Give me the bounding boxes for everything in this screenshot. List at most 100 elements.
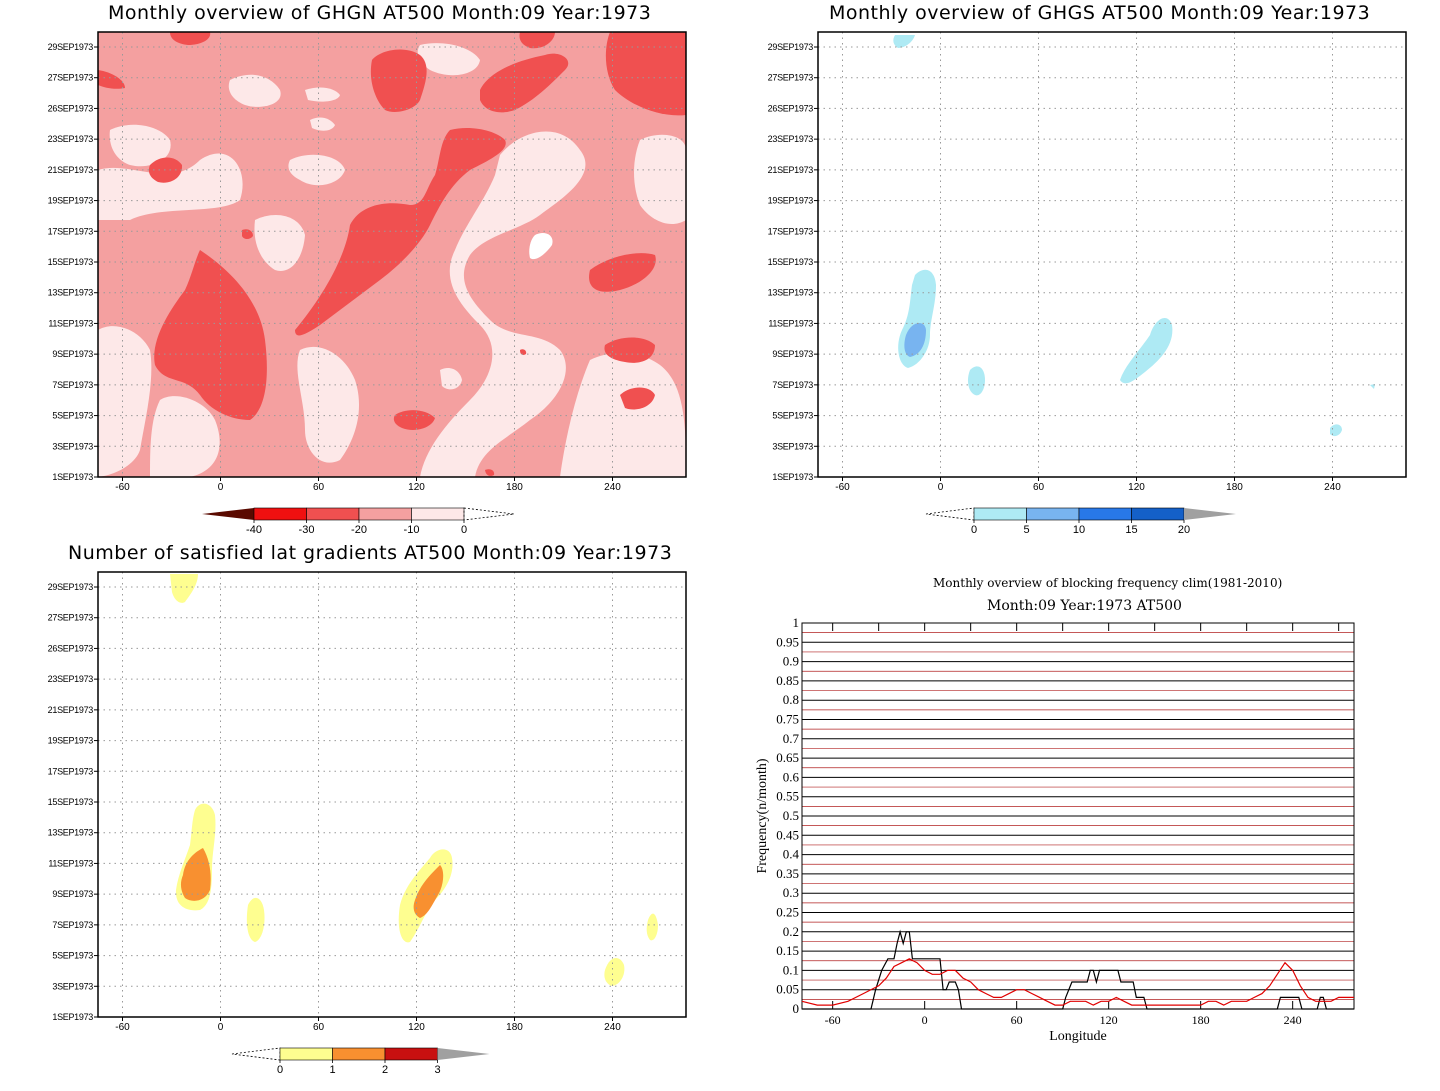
ghgn-light-regions	[98, 43, 686, 477]
colorbar-right-arrow	[1184, 508, 1236, 520]
frequency-x-tick-label: 60	[1011, 1013, 1023, 1027]
frequency-y-tick-label: 0.35	[776, 866, 799, 881]
y-tick-label: 15SEP1973	[48, 797, 94, 807]
y-tick-label: 17SEP1973	[48, 226, 94, 236]
y-tick-label: 29SEP1973	[48, 582, 94, 592]
colorbar-segment	[306, 507, 360, 521]
colorbar-label: 0	[971, 524, 977, 536]
frequency-y-tick-label: 0.15	[776, 943, 799, 958]
y-tick-label: 11SEP1973	[768, 318, 813, 328]
y-tick-label: 29SEP1973	[768, 42, 814, 52]
colorbar-segment	[279, 1047, 333, 1061]
colorbar-label: -30	[299, 524, 315, 536]
colorbar-segment	[1078, 507, 1132, 521]
frequency-y-tick-label: 0.6	[783, 769, 800, 784]
colorbar-label: 1	[329, 1064, 335, 1076]
ghgs-blobs	[893, 35, 1375, 437]
frequency-y-axis-label: Frequency(n/month)	[755, 758, 770, 873]
y-tick-label: 1SEP1973	[52, 1012, 93, 1022]
y-tick-label: 23SEP1973	[48, 134, 94, 144]
x-tick-label: 120	[408, 482, 425, 493]
ghgs-background-field	[818, 32, 1406, 477]
y-tick-label: 13SEP1973	[48, 288, 94, 298]
frequency-y-tick-label: 0.4	[783, 847, 800, 862]
x-tick-label: 0	[218, 482, 224, 493]
y-tick-label: 11SEP1973	[48, 318, 93, 328]
frequency-y-tick-label: 0	[793, 1001, 800, 1016]
colorbar-label: 0	[461, 524, 467, 536]
x-tick-label: 180	[506, 1022, 523, 1033]
frequency-x-axis-label: Longitude	[1049, 1029, 1107, 1044]
frequency-y-tick-label: 0.1	[783, 962, 799, 977]
x-tick-label: 120	[408, 1022, 425, 1033]
ghgs-plot-frame	[817, 31, 1407, 478]
x-tick-label: 120	[1128, 482, 1145, 493]
frequency-y-tick-label: 0.5	[783, 808, 799, 823]
frequency-x-tick-label: 0	[922, 1013, 928, 1027]
colorbar-label: 5	[1023, 524, 1029, 536]
colorbar-label: -10	[404, 524, 420, 536]
y-tick-label: 21SEP1973	[48, 165, 94, 175]
frequency-x-tick-label: -60	[825, 1013, 841, 1027]
y-tick-label: 17SEP1973	[48, 766, 94, 776]
y-tick-label: 9SEP1973	[52, 889, 93, 899]
x-tick-label: 0	[218, 1022, 224, 1033]
lat-gradients-background-field	[98, 572, 686, 1017]
frequency-climatology-line	[801, 958, 1354, 1006]
ghgn-dark-regions	[98, 32, 686, 476]
y-tick-label: 7SEP1973	[52, 920, 93, 930]
colorbar-segment	[384, 1047, 438, 1061]
x-tick-label: -60	[115, 1022, 130, 1033]
y-tick-label: 3SEP1973	[52, 981, 93, 991]
frequency-title: Monthly overview of blocking frequency c…	[933, 576, 1283, 590]
y-tick-label: 27SEP1973	[48, 613, 94, 623]
colorbar-right-arrow	[463, 507, 515, 521]
y-tick-label: 5SEP1973	[52, 411, 93, 421]
y-tick-label: 7SEP1973	[52, 380, 93, 390]
x-tick-label: 180	[1226, 482, 1243, 493]
frequency-y-tick-label: 0.75	[776, 712, 799, 727]
colorbar-right-arrow	[437, 1048, 490, 1060]
y-tick-label: 13SEP1973	[48, 828, 94, 838]
colorbar-segment	[1131, 507, 1185, 521]
colorbar-label: 20	[1178, 524, 1190, 536]
y-tick-label: 7SEP1973	[772, 380, 813, 390]
x-tick-label: 180	[506, 482, 523, 493]
x-tick-label: 60	[1033, 482, 1045, 493]
y-tick-label: 9SEP1973	[772, 349, 813, 359]
frequency-x-tick-label: 120	[1100, 1013, 1118, 1027]
lat-gradients-plot-frame	[97, 571, 687, 1018]
frequency-plot-frame	[801, 622, 1355, 1010]
lat-gradients-panel: -60 0 60 120 180 24029SEP197327SEP197326SEP19…	[48, 571, 687, 1076]
colorbar-segment	[332, 1047, 386, 1061]
frequency-subtitle: Month:09 Year:1973 AT500	[987, 598, 1182, 614]
y-tick-label: 19SEP1973	[48, 736, 94, 746]
y-tick-label: 19SEP1973	[48, 196, 94, 206]
colorbar-left-arrow	[202, 508, 254, 520]
frequency-y-tick-label: 0.7	[783, 731, 800, 746]
colorbar-label: 0	[277, 1064, 283, 1076]
y-tick-label: 23SEP1973	[768, 134, 814, 144]
colorbar-segment	[1026, 507, 1080, 521]
ghgs-title: Monthly overview of GHGS AT500 Month:09 …	[829, 2, 1371, 24]
frequency-x-tick-label: 180	[1192, 1013, 1210, 1027]
colorbar-label: -20	[351, 524, 367, 536]
x-tick-label: -60	[835, 482, 850, 493]
ghgn-panel: -60 0 60 120 180 240 29SEP1973 27SEP1973 26SEP19…	[48, 31, 687, 536]
frequency-x-tick-label: 240	[1284, 1013, 1302, 1027]
frequency-y-tick-label: 0.8	[783, 692, 799, 707]
frequency-y-tick-label: 0.9	[783, 654, 799, 669]
frequency-y-tick-label: 0.65	[776, 750, 799, 765]
frequency-y-tick-label: 0.85	[776, 673, 799, 688]
y-tick-label: 27SEP1973	[48, 73, 94, 83]
y-tick-label: 17SEP1973	[768, 226, 814, 236]
colorbar-label: -40	[246, 524, 262, 536]
frequency-y-tick-label: 0.2	[783, 924, 799, 939]
lat-gradients-title: Number of satisfied lat gradients AT500 …	[68, 542, 673, 564]
x-tick-label: 240	[1324, 482, 1341, 493]
x-tick-label: 240	[604, 1022, 621, 1033]
x-tick-label: 0	[938, 482, 944, 493]
y-tick-label: 26SEP1973	[768, 103, 814, 113]
y-tick-label: 13SEP1973	[768, 288, 814, 298]
